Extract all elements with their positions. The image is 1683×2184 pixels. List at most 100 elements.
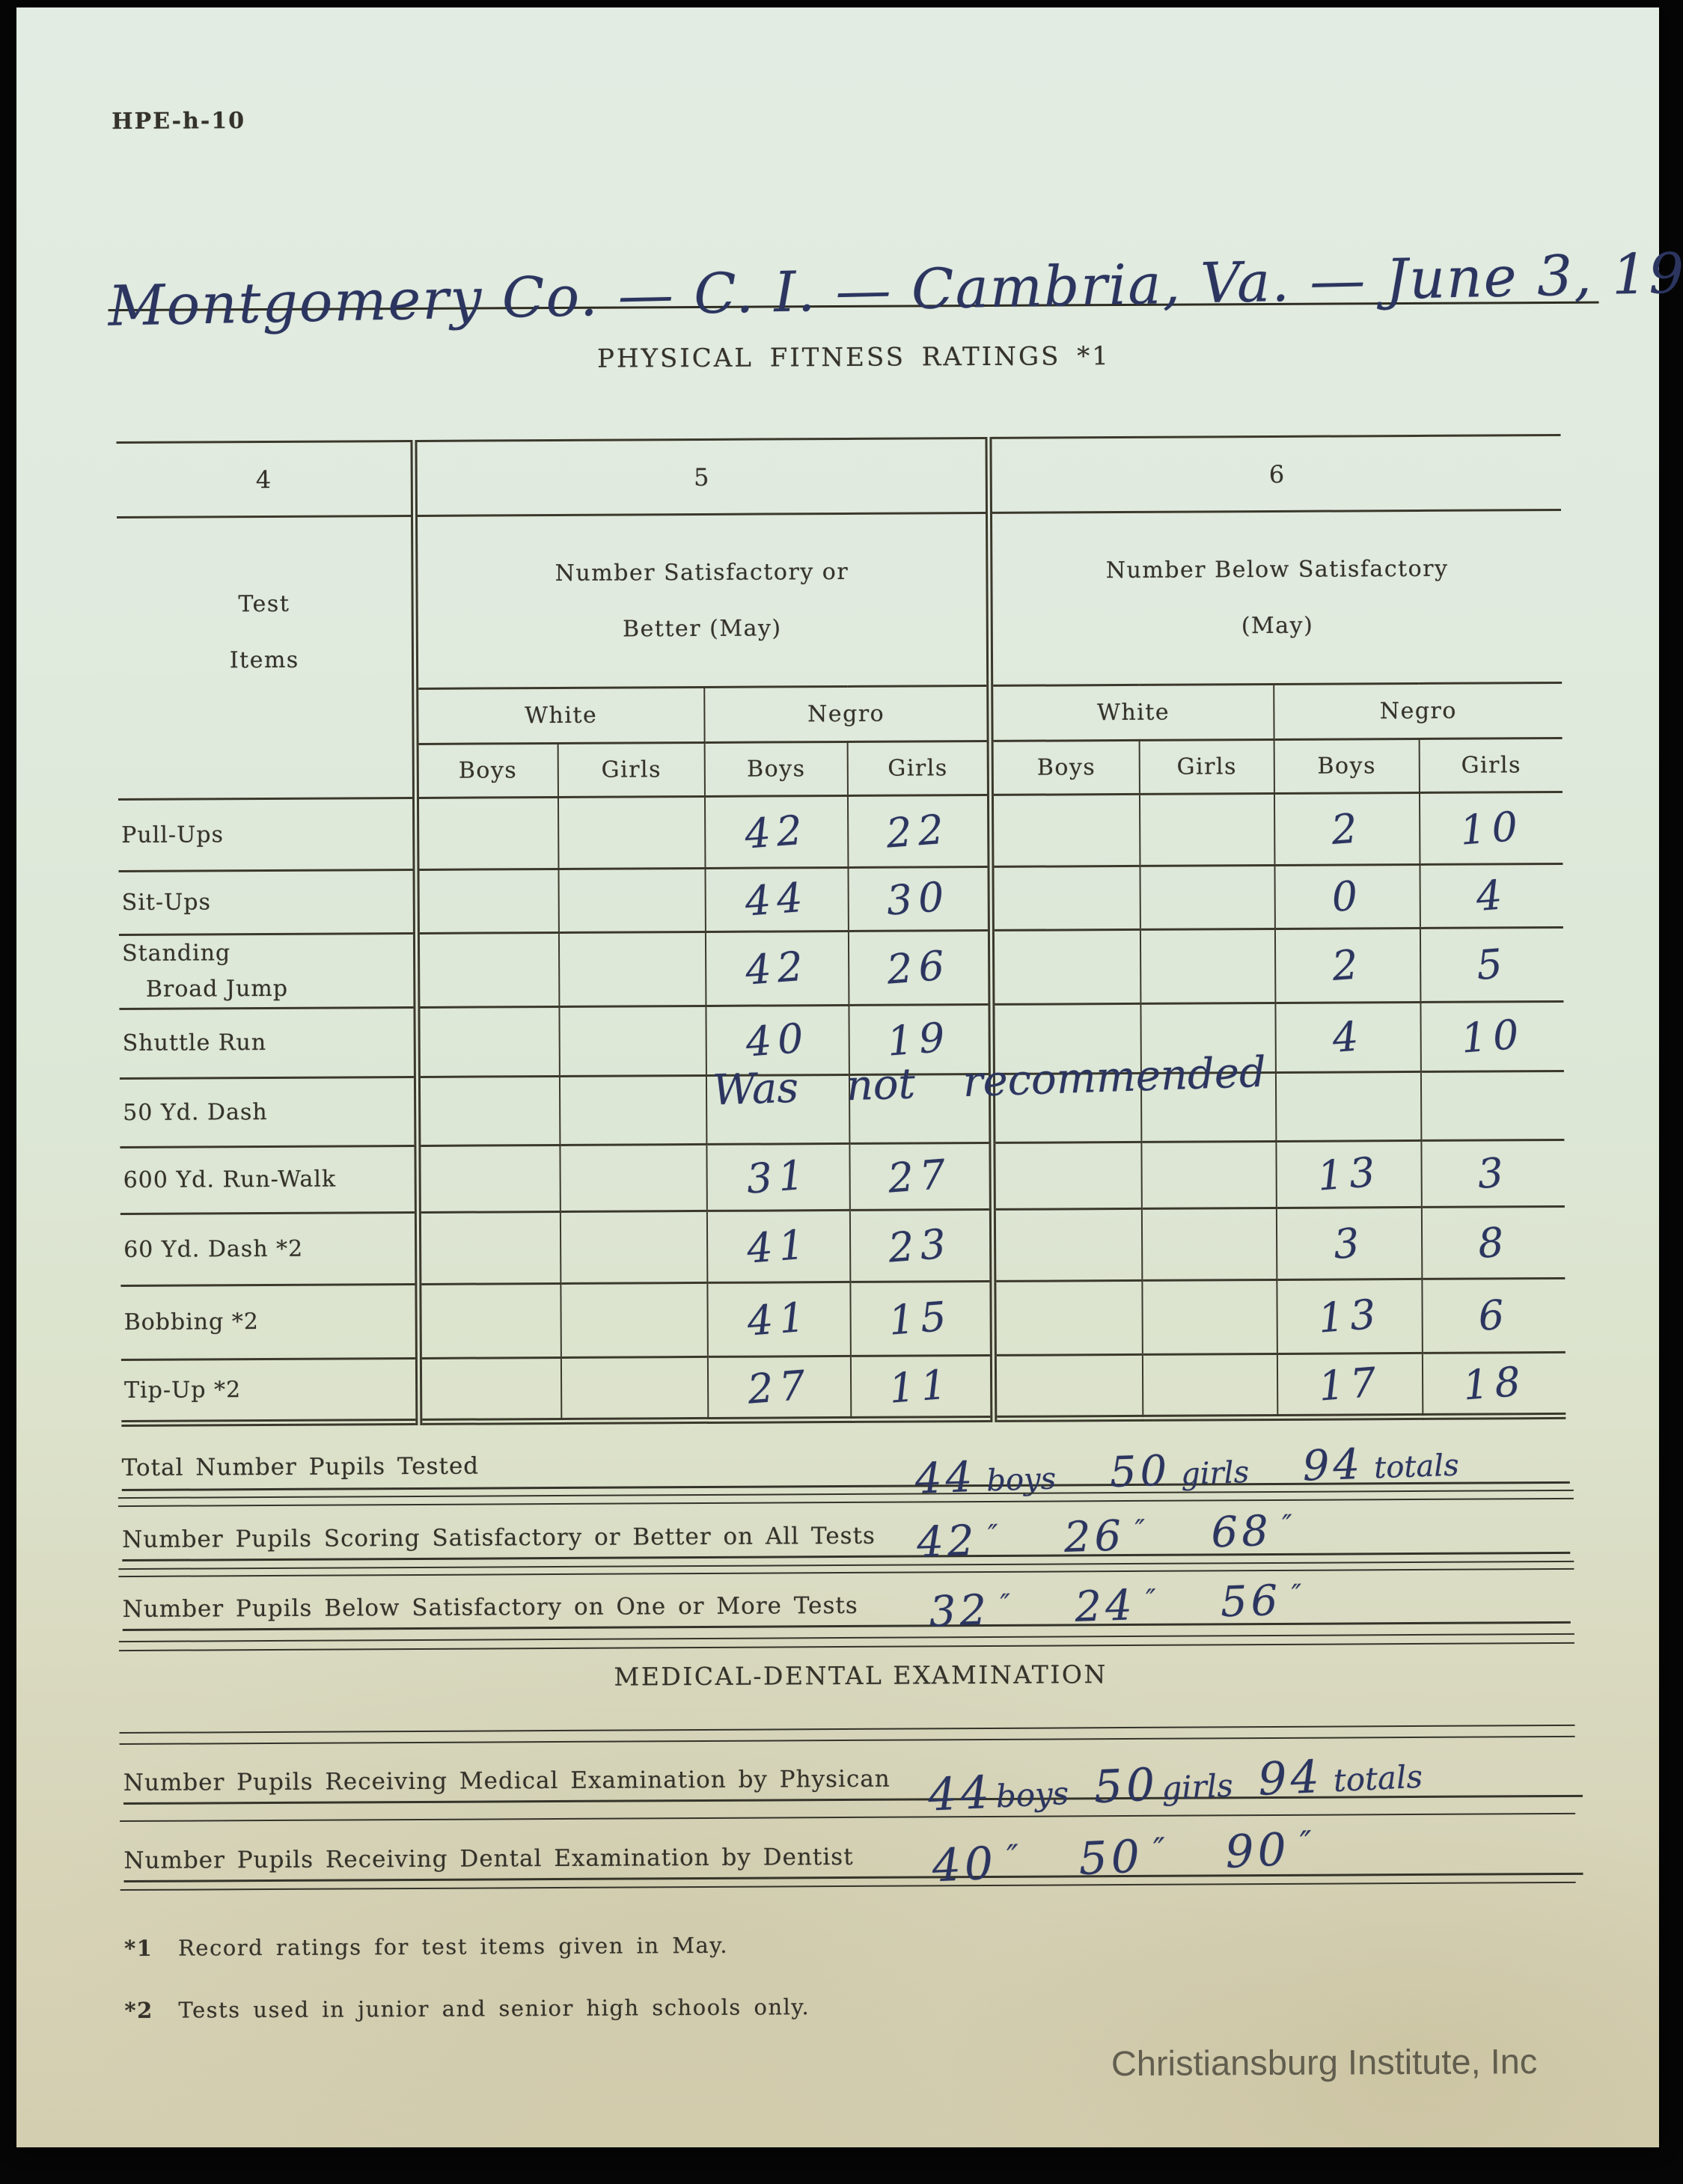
score-cell: 2 bbox=[1274, 792, 1420, 866]
test-item-label: Bobbing *2 bbox=[120, 1284, 418, 1360]
score-cell bbox=[561, 1356, 709, 1422]
score-cell: 13 bbox=[1276, 1140, 1422, 1208]
girls-value: 50 bbox=[1108, 1446, 1172, 1498]
summary-label: Total Number Pupils Tested bbox=[121, 1452, 480, 1482]
score-cell bbox=[417, 1145, 561, 1213]
divider-rule bbox=[120, 1881, 1576, 1891]
score-cell: 8 bbox=[1421, 1206, 1566, 1279]
girls-value: 50 bbox=[1077, 1830, 1145, 1886]
score-cell bbox=[561, 1282, 708, 1358]
divider-rule bbox=[118, 1633, 1574, 1652]
girls-value: 26 bbox=[1063, 1511, 1126, 1562]
total-unit: totals bbox=[1373, 1448, 1460, 1486]
score-cell bbox=[559, 1006, 706, 1077]
table-row: Bobbing *2 41 15 13 6 bbox=[120, 1278, 1566, 1360]
sex-header: Boys bbox=[1274, 738, 1420, 794]
medical-row: Number Pupils Receiving Dental Examinati… bbox=[123, 1815, 1583, 1892]
score-cell bbox=[1140, 929, 1276, 1004]
handwritten-values: 40 ″ 50 ″ 90 ″ bbox=[931, 1820, 1367, 1892]
score-cell: 44 bbox=[705, 867, 849, 932]
total-unit: ″ bbox=[1281, 1509, 1293, 1541]
girls-unit: ″ bbox=[1145, 1584, 1157, 1615]
score-cell: 42 bbox=[705, 931, 849, 1006]
score-cell bbox=[1141, 1141, 1277, 1209]
score-cell bbox=[1139, 793, 1275, 866]
handwritten-header: Montgomery Co. — C. I. — Cambria, Va. — … bbox=[107, 239, 1683, 339]
score-cell bbox=[415, 869, 559, 934]
boys-value: 32 bbox=[928, 1585, 992, 1637]
form-code: HPE-h-10 bbox=[112, 108, 246, 135]
score-cell: 41 bbox=[706, 1210, 851, 1283]
score-cell: 18 bbox=[1422, 1352, 1566, 1417]
test-items-header: Test Items bbox=[117, 516, 416, 800]
score-cell bbox=[1140, 865, 1275, 930]
score-cell: 23 bbox=[849, 1209, 994, 1282]
footnote-text: Tests used in junior and senior high sch… bbox=[178, 1994, 810, 2023]
girls-unit: ″ bbox=[1134, 1514, 1146, 1546]
fitness-table: 4 5 6 Test Items Number Satisfactory or … bbox=[116, 433, 1566, 1428]
score-cell: 27 bbox=[849, 1143, 993, 1211]
score-cell bbox=[1275, 1071, 1422, 1142]
medical-row: Number Pupils Receiving Medical Examinat… bbox=[123, 1739, 1583, 1822]
boys-unit: boys bbox=[995, 1774, 1070, 1815]
test-item-label: Tip-Up *2 bbox=[124, 1376, 242, 1404]
sex-header: Boys bbox=[415, 743, 558, 798]
handwritten-values: 32 ″ 24 ″ 56 ″ bbox=[928, 1573, 1357, 1637]
column-number-row: 4 5 6 bbox=[116, 435, 1561, 518]
sex-header: Girls bbox=[847, 741, 991, 796]
score-cell: 11 bbox=[850, 1355, 995, 1420]
test-item-label: Shuttle Run bbox=[119, 1007, 417, 1079]
score-cell bbox=[418, 1283, 561, 1359]
page-title: PHYSICAL FITNESS RATINGS *1 bbox=[596, 341, 1111, 374]
score-cell bbox=[992, 1208, 1143, 1282]
score-cell: 10 bbox=[1419, 792, 1563, 865]
score-cell bbox=[1420, 1071, 1565, 1141]
sex-header: Boys bbox=[704, 741, 848, 797]
score-cell: 31 bbox=[706, 1143, 850, 1211]
boys-unit: ″ bbox=[1000, 1588, 1011, 1621]
score-cell: 27 bbox=[707, 1356, 852, 1421]
score-cell bbox=[1142, 1353, 1278, 1419]
total-unit: ″ bbox=[1291, 1579, 1303, 1611]
footnote-text: Record ratings for test items given in M… bbox=[177, 1932, 729, 1961]
score-cell: 4 bbox=[1420, 863, 1563, 929]
table-row: Tip-Up *2 27 11 17 18 bbox=[121, 1352, 1566, 1423]
footnote: *2 Tests used in junior and senior high … bbox=[124, 1993, 1022, 2028]
table-row: 60 Yd. Dash *2 41 23 3 8 bbox=[120, 1206, 1566, 1286]
table-row: 600 Yd. Run-Walk 31 27 13 3 bbox=[120, 1140, 1565, 1214]
score-cell: 26 bbox=[848, 930, 992, 1006]
sex-header: Girls bbox=[558, 742, 705, 798]
table-row: Pull-Ups 42 22 2 10 bbox=[117, 792, 1563, 872]
satisfactory-header: Number Satisfactory or Better (May) bbox=[414, 513, 991, 689]
score-cell: 10 bbox=[1420, 1001, 1564, 1072]
total-value: 90 bbox=[1224, 1823, 1292, 1879]
score-cell bbox=[559, 1075, 707, 1145]
girls-unit: ″ bbox=[1152, 1830, 1167, 1868]
watermark: Christiansburg Institute, Inc bbox=[1111, 2041, 1538, 2084]
score-cell bbox=[1142, 1279, 1277, 1355]
score-cell: 17 bbox=[1277, 1353, 1423, 1418]
score-cell bbox=[558, 796, 706, 869]
footnote-marker: *1 bbox=[123, 1935, 153, 1962]
score-cell: 3 bbox=[1421, 1140, 1565, 1208]
score-cell: 0 bbox=[1274, 864, 1420, 929]
test-item-label: Pull-Ups bbox=[117, 798, 416, 872]
girls-unit: girls bbox=[1180, 1455, 1250, 1492]
total-value: 94 bbox=[1256, 1750, 1325, 1806]
footnote: *1 Record ratings for test items given i… bbox=[124, 1931, 1022, 1966]
boys-unit: ″ bbox=[987, 1519, 999, 1551]
boys-value: 42 bbox=[916, 1516, 979, 1567]
below-satisfactory-header: Number Below Satisfactory (May) bbox=[989, 510, 1563, 686]
medical-label: Number Pupils Receiving Medical Examinat… bbox=[123, 1765, 891, 1797]
summary-row: Number Pupils Below Satisfactory on One … bbox=[122, 1570, 1571, 1636]
score-cell: 5 bbox=[1420, 927, 1564, 1003]
score-cell bbox=[991, 929, 1141, 1005]
test-item-label: Standing Broad Jump bbox=[118, 933, 417, 1009]
score-cell bbox=[1141, 1208, 1277, 1281]
boys-value: 44 bbox=[926, 1766, 995, 1822]
score-cell bbox=[416, 1006, 560, 1077]
score-cell: 13 bbox=[1277, 1279, 1423, 1354]
race-header: Negro bbox=[704, 685, 991, 743]
race-header: White bbox=[990, 684, 1274, 741]
